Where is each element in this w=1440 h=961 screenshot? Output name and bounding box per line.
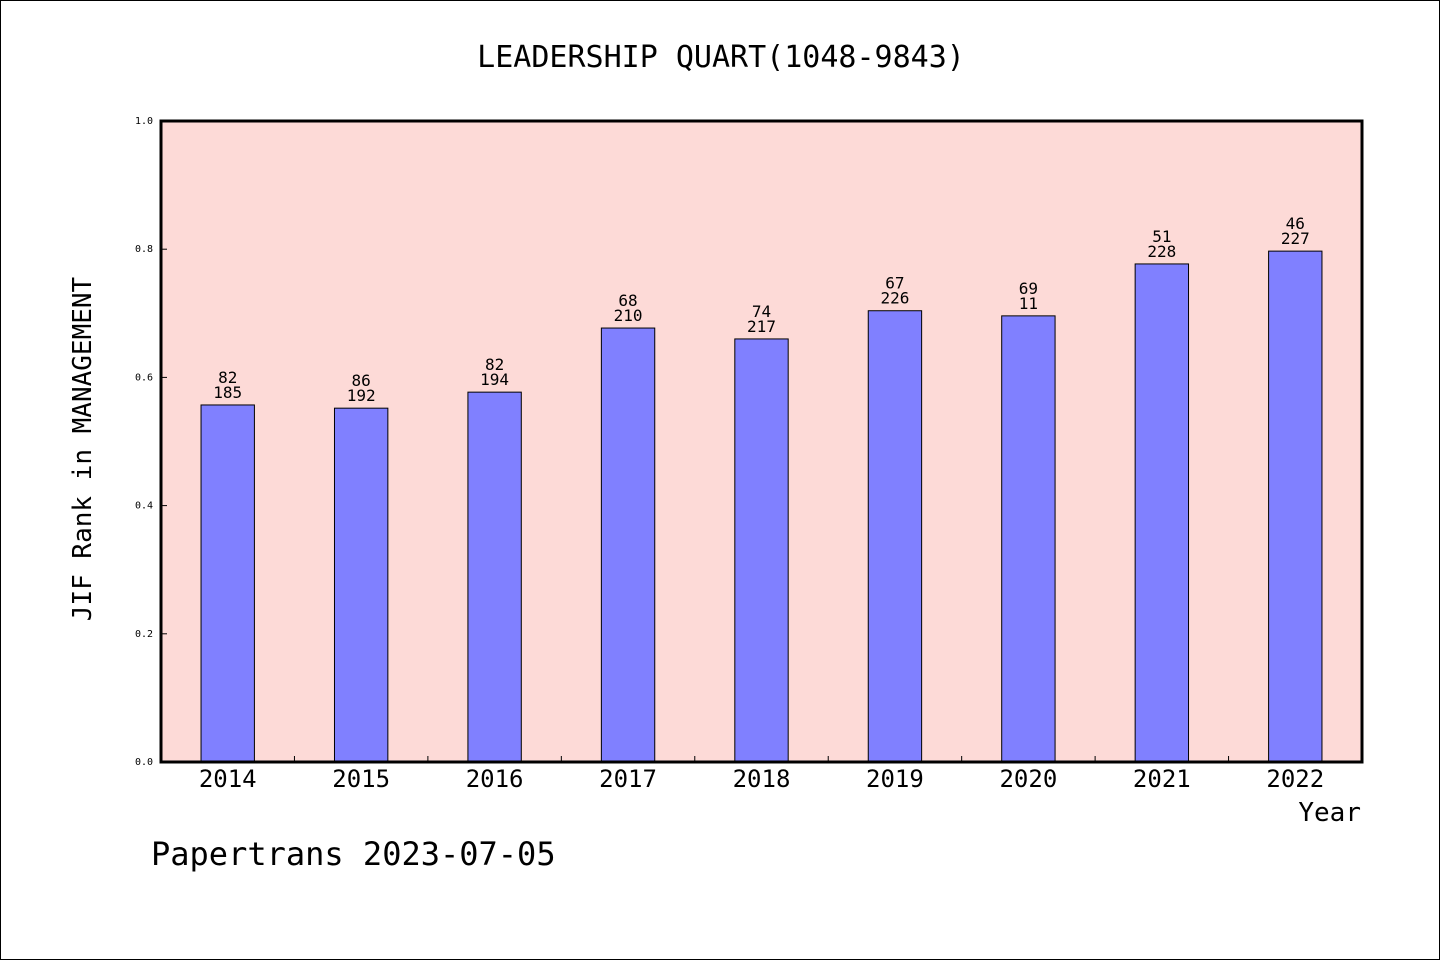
bar-label-total: 11 (1019, 294, 1038, 313)
bar (467, 391, 522, 763)
bar-label-total: 226 (880, 289, 909, 308)
x-tick-label: 2017 (599, 765, 657, 793)
y-tick-label: 0.4 (135, 501, 153, 512)
bar (734, 338, 789, 763)
x-tick-label: 2020 (999, 765, 1057, 793)
chart-title: LEADERSHIP QUART(1048-9843) (477, 40, 965, 75)
bar-label-total: 228 (1147, 242, 1176, 261)
bar-label-rank: 68 (618, 291, 637, 310)
bar-label-total: 227 (1281, 229, 1310, 248)
y-tick-label: 1.0 (135, 116, 153, 127)
bar (1134, 263, 1190, 763)
y-tick-label: 0.2 (135, 629, 153, 640)
x-tick-label: 2014 (199, 765, 257, 793)
bar (1001, 315, 1056, 763)
bar-label-total: 194 (480, 370, 509, 389)
bar (1268, 250, 1323, 763)
plot-border (159, 119, 1364, 764)
bar-label-rank: 69 (1019, 279, 1038, 298)
bar-label-total: 192 (347, 386, 376, 405)
bar-label-rank: 51 (1152, 227, 1171, 246)
x-tick-label: 2021 (1133, 765, 1191, 793)
x-tick-label: 2015 (332, 765, 390, 793)
y-axis-label: JIF Rank in MANAGEMENT (68, 276, 98, 621)
x-tick-label: 2019 (866, 765, 924, 793)
bar-label-rank: 46 (1286, 214, 1305, 233)
y-tick-label: 0.6 (135, 372, 153, 383)
bars-group (200, 250, 1323, 763)
bar-label-rank: 74 (752, 302, 771, 321)
x-tick-label: 2022 (1266, 765, 1324, 793)
bar (200, 404, 255, 763)
bar-label-rank: 82 (485, 355, 504, 374)
bar-label-rank: 86 (352, 371, 371, 390)
x-tick-label: 2016 (466, 765, 524, 793)
bar-label-total: 185 (213, 383, 242, 402)
bar (867, 310, 923, 763)
bar-label-total: 217 (747, 317, 776, 336)
bar (333, 407, 389, 763)
y-tick-label: 0.0 (135, 757, 153, 768)
x-axis: 2014 2015 2016 2017 2018 2019 2020 2021 2022 (199, 756, 1324, 793)
bar-label-rank: 82 (218, 368, 237, 387)
bar-label-total: 210 (614, 306, 643, 325)
y-tick-label: 0.8 (135, 244, 153, 255)
x-axis-label: Year (1298, 798, 1361, 828)
x-tick-label: 2018 (733, 765, 791, 793)
bar-label-rank: 67 (885, 274, 904, 293)
watermark-text: Papertrans 2023-07-05 (151, 835, 556, 873)
bar (600, 327, 656, 763)
